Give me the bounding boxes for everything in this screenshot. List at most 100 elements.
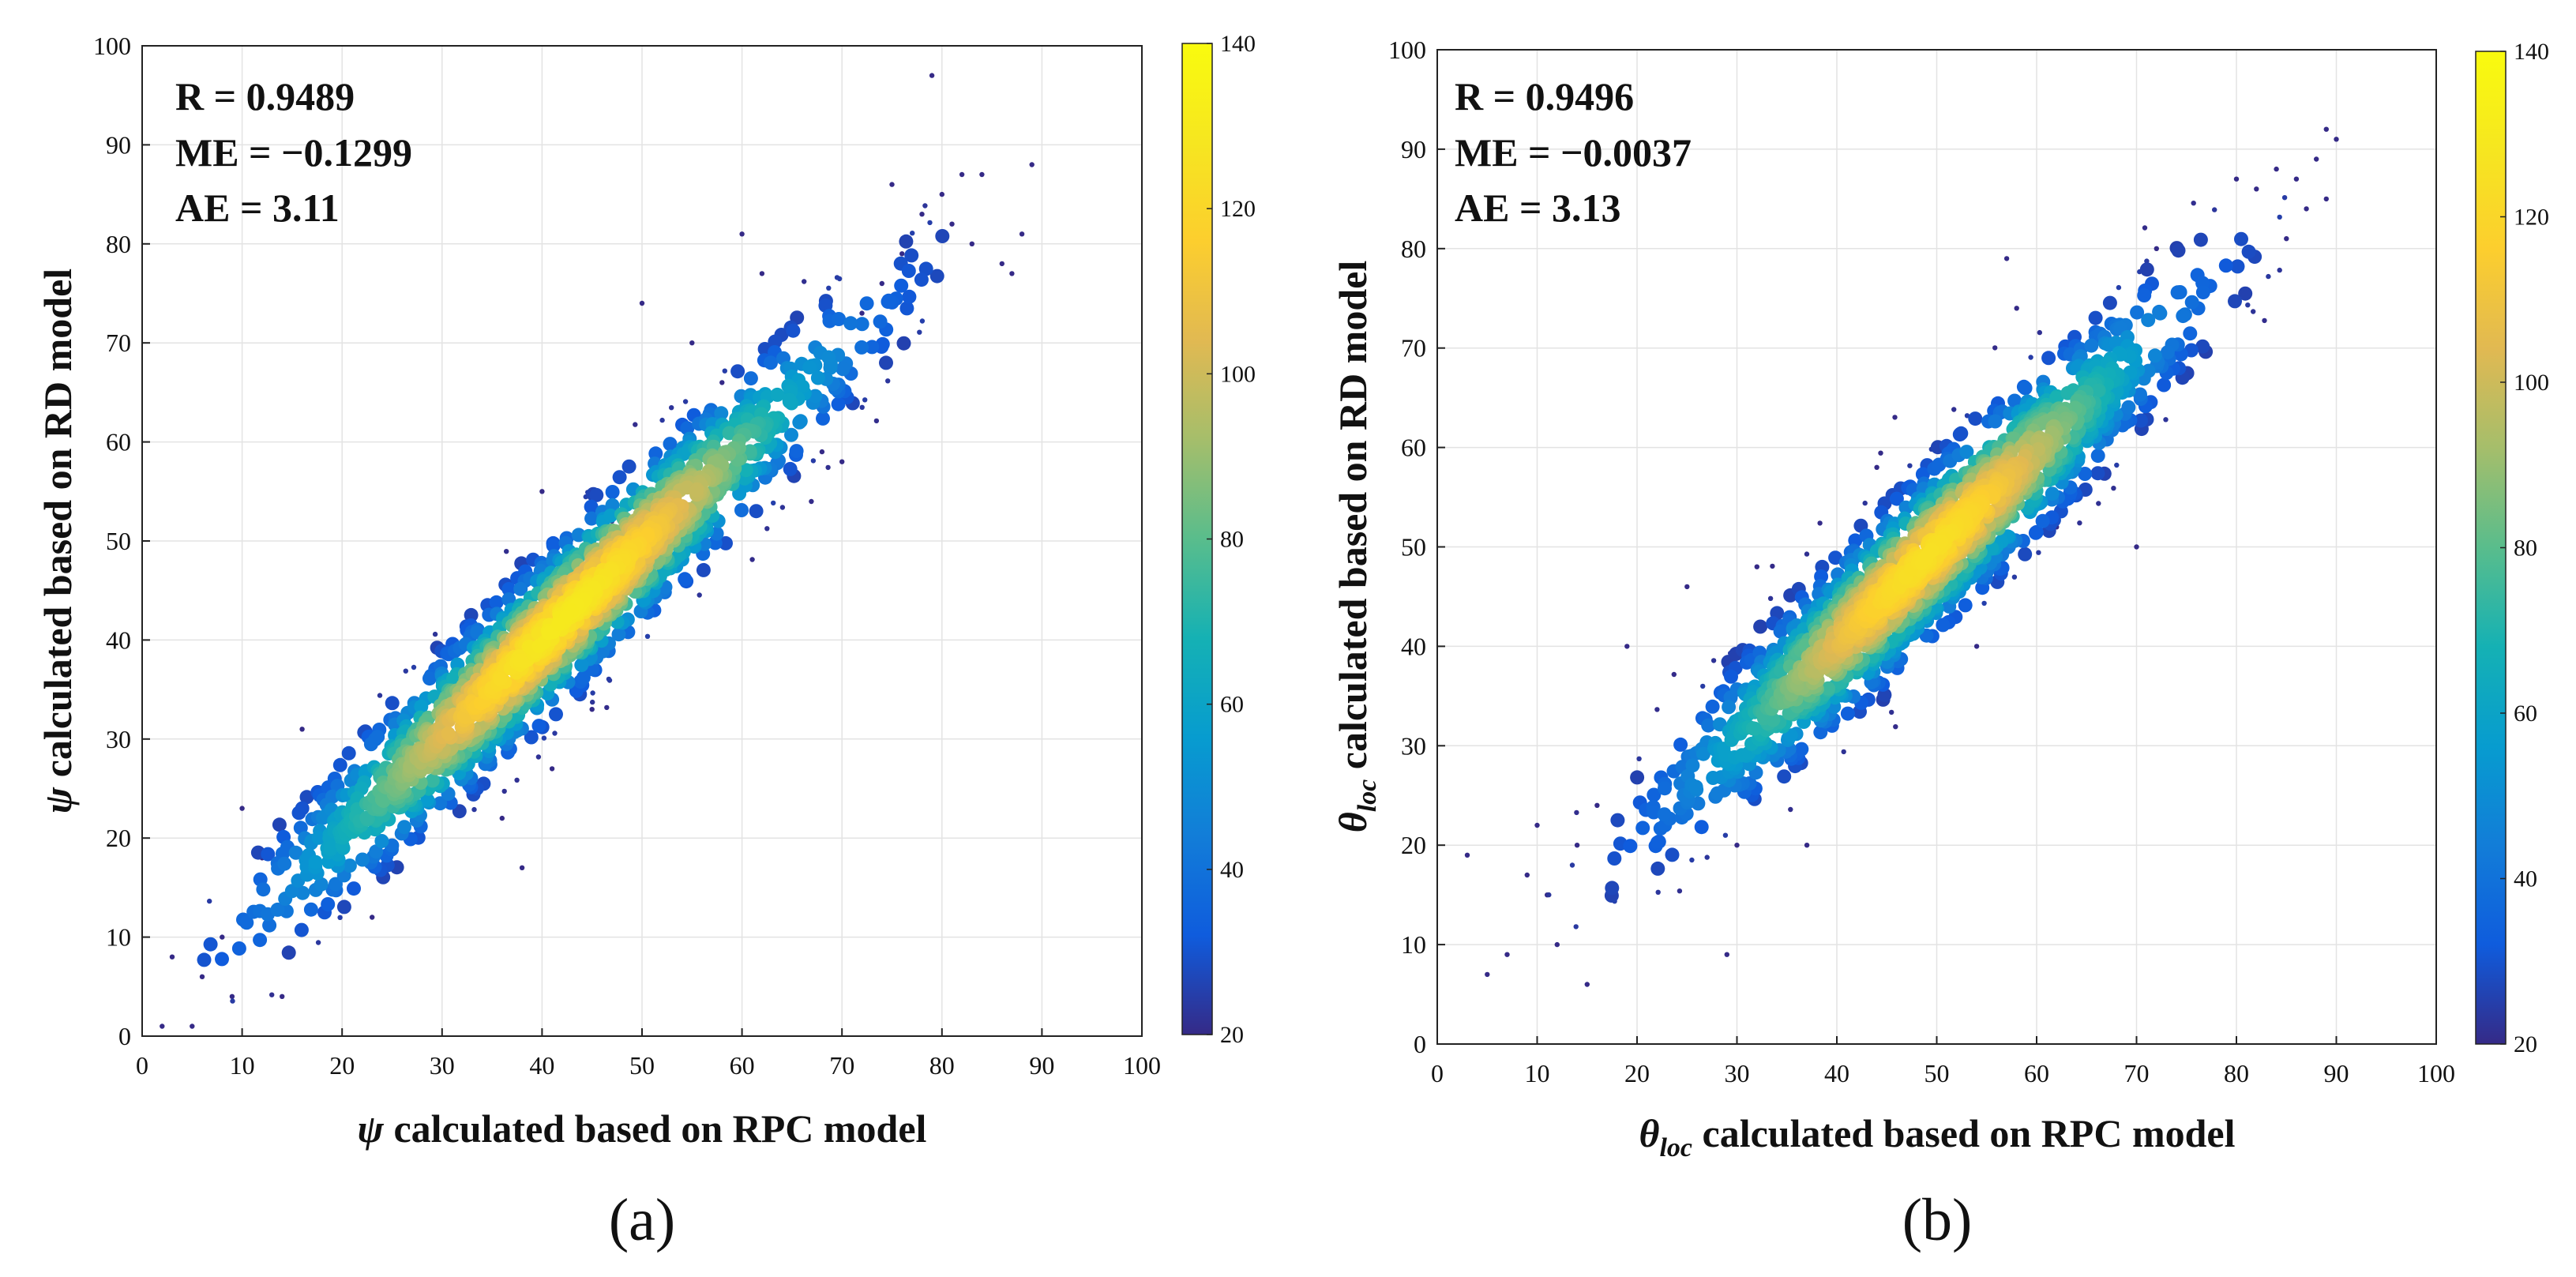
scatter-point — [1574, 809, 1579, 816]
scatter-point — [929, 269, 944, 284]
scatter-point — [239, 806, 245, 811]
scatter-point — [1973, 644, 1980, 649]
y-tick-label: 10 — [106, 923, 131, 952]
scatter-point — [2183, 326, 2198, 341]
scatter-point — [1958, 598, 1973, 613]
scatter-point — [280, 993, 285, 1000]
scatter-point — [471, 806, 477, 813]
scatter-point — [902, 289, 917, 304]
scatter-point — [2323, 126, 2329, 132]
scatter-point — [1630, 770, 1645, 785]
x-tick-label: 30 — [430, 1051, 455, 1080]
scatter-point — [1594, 802, 1600, 808]
scatter-point — [1696, 746, 1710, 761]
scatter-point — [2035, 513, 2050, 528]
x-tick-label: 100 — [2417, 1059, 2455, 1087]
scatter-point — [865, 340, 880, 355]
scatter-point — [1722, 700, 1737, 715]
scatter-point — [2233, 176, 2240, 182]
scatter-point — [918, 261, 933, 276]
scatter-point — [606, 676, 612, 682]
scatter-point — [1684, 584, 1690, 590]
scatter-point — [914, 272, 929, 287]
scatter-point — [792, 415, 807, 430]
scatter-point — [605, 485, 620, 499]
scatter-point — [1992, 345, 1998, 351]
scatter-point — [1700, 683, 1706, 689]
scatter-point — [1554, 941, 1560, 948]
scatter-point — [2036, 550, 2041, 555]
scatter-point — [336, 900, 351, 915]
scatter-point — [922, 203, 928, 208]
scatter-point — [2266, 273, 2271, 280]
scatter-point — [910, 231, 915, 236]
y-axis-label-text: calculated based on RD model — [36, 269, 80, 787]
scatter-point — [939, 191, 945, 197]
y-axis-label: θloc calculated based on RD model — [1331, 261, 1382, 833]
scatter-point — [1534, 822, 1540, 828]
scatter-point — [969, 241, 975, 246]
scatter-point — [611, 627, 626, 642]
scatter-point — [859, 310, 865, 316]
scatter-point — [1954, 426, 1969, 441]
scatter-point — [1650, 861, 1665, 876]
colorbar-tick-label: 100 — [2514, 370, 2549, 396]
scatter-point — [899, 234, 914, 249]
y-axis-symbol-subscript: loc — [1353, 779, 1382, 813]
scatter-point — [697, 592, 702, 598]
scatter-point — [207, 898, 212, 904]
scatter-point — [1654, 707, 1660, 712]
scatter-point — [2111, 486, 2116, 491]
scatter-point — [2293, 176, 2300, 182]
scatter-point — [1636, 756, 1642, 761]
scatter-point — [1821, 681, 1835, 696]
scatter-point — [1701, 718, 1716, 733]
colorbar-ticks: 20 40 60 80 100 120 140 — [2500, 39, 2549, 1057]
scatter-point — [1889, 709, 1894, 715]
scatter-point — [1569, 862, 1575, 868]
scatter-point — [810, 458, 817, 464]
y-tick-label: 80 — [106, 230, 131, 258]
scatter-point — [2028, 355, 2033, 360]
stat-ae: AE = 3.13 — [1455, 186, 1620, 230]
scatter-point — [1724, 952, 1729, 957]
scatter-point — [1546, 892, 1552, 898]
scatter-point — [2334, 137, 2339, 142]
scatter-point — [2041, 351, 2056, 366]
scatter-point — [779, 505, 786, 510]
scatter-point — [272, 817, 287, 832]
x-tick-label: 0 — [1431, 1059, 1444, 1087]
colorbar-tick-label: 80 — [1220, 527, 1244, 553]
y-axis-ticks: 0 10 20 30 40 50 60 70 80 90 100 — [1388, 36, 1445, 1058]
scatter-point — [1704, 854, 1710, 860]
scatter-point — [2314, 156, 2319, 162]
x-tick-label: 60 — [2024, 1059, 2049, 1087]
y-tick-label: 70 — [106, 329, 131, 357]
scatter-point — [2245, 302, 2251, 308]
scatter-point — [341, 746, 356, 761]
scatter-point — [197, 952, 212, 967]
x-axis-label-text: calculated based on RPC model — [1692, 1111, 2236, 1155]
x-axis-label-text: calculated based on RPC model — [384, 1106, 927, 1151]
y-tick-label: 60 — [1401, 434, 1426, 462]
scatter-point — [999, 261, 1005, 267]
scatter-point — [215, 952, 229, 967]
scatter-point — [678, 572, 693, 587]
scatter-point — [808, 389, 823, 404]
scatter-point — [1804, 551, 1810, 557]
scatter-point — [2018, 381, 2033, 396]
colorbar-tick-label: 140 — [1220, 31, 1256, 57]
scatter-point — [1009, 271, 1015, 276]
scatter-point — [1773, 624, 1788, 639]
scatter-point — [270, 902, 285, 917]
scatter-point — [1671, 671, 1677, 678]
scatter-point — [1988, 414, 2003, 429]
scatter-point — [425, 773, 440, 788]
scatter-point — [2191, 201, 2196, 206]
scatter-point — [2011, 574, 2018, 580]
x-tick-label: 0 — [136, 1051, 148, 1080]
scatter-point — [1706, 771, 1721, 785]
scatter-point — [612, 470, 627, 485]
scatter-point — [1624, 644, 1630, 649]
scatter-point — [160, 1023, 165, 1029]
